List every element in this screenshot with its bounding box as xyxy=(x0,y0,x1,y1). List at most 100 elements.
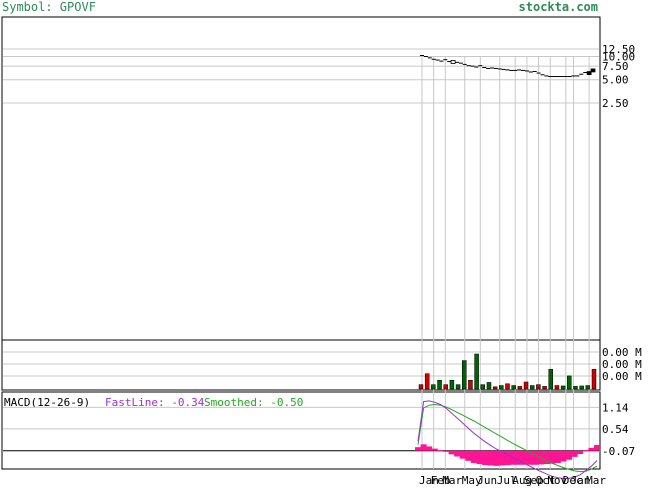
volume-bar xyxy=(542,386,547,390)
macd-histogram-bar xyxy=(448,450,455,455)
macd-panel xyxy=(1,391,601,470)
price-candle xyxy=(590,68,596,73)
macd-smoothed-label: Smoothed: -0.50 xyxy=(204,396,303,409)
volume-bar xyxy=(424,373,430,390)
price-candle xyxy=(586,71,592,75)
volume-bar xyxy=(554,385,560,390)
volume-bar xyxy=(468,380,473,390)
volume-bar xyxy=(455,384,461,390)
macd-histogram-bar xyxy=(493,450,500,466)
x-tick-label: Nov xyxy=(547,474,567,486)
macd-histogram-bar xyxy=(515,450,522,465)
price-tick-label: 12.50 xyxy=(602,43,635,56)
x-tick-label: Aug xyxy=(512,474,532,486)
x-tick-label: Jan xyxy=(571,474,591,486)
price-panel xyxy=(1,16,601,341)
price-candle xyxy=(450,60,456,64)
macd-histogram-bar xyxy=(577,450,584,454)
macd-histogram-bar xyxy=(532,450,539,465)
volume-bar xyxy=(573,386,578,390)
macd-histogram-bar xyxy=(437,450,444,452)
volume-bar xyxy=(449,380,455,390)
x-tick-label: Sep xyxy=(524,474,544,486)
x-tick-label: Mar xyxy=(442,474,462,486)
volume-bar xyxy=(486,382,492,390)
volume-bar xyxy=(591,369,597,390)
macd-histogram-bar xyxy=(571,450,578,457)
macd-histogram-bar xyxy=(498,450,505,466)
macd-histogram-bar xyxy=(476,450,483,465)
price-tick-label: 5.00 xyxy=(602,74,629,87)
macd-histogram-bar xyxy=(588,447,595,451)
volume-bar xyxy=(548,369,553,390)
volume-bar xyxy=(529,385,535,390)
volume-tick-label: 0.00 M xyxy=(602,358,642,371)
volume-layer xyxy=(418,353,597,390)
x-tick-label: Jan xyxy=(419,474,439,486)
macd-histogram-bar xyxy=(504,450,511,466)
x-tick-label: Feb xyxy=(431,474,451,486)
macd-histogram-bar xyxy=(454,450,461,457)
macd-histogram-bar xyxy=(465,450,472,461)
volume-bar xyxy=(585,385,591,390)
macd-histogram-bar xyxy=(594,445,600,451)
volume-bar xyxy=(505,383,510,390)
price-tick-label: 10.00 xyxy=(602,50,635,63)
grid-layer xyxy=(3,48,599,469)
macd-histogram-bar xyxy=(426,446,433,451)
macd-tick-label: 1.14 xyxy=(602,401,629,414)
volume-bar xyxy=(474,353,479,390)
macd-layer xyxy=(415,400,600,479)
macd-histogram-bar xyxy=(442,450,449,452)
volume-bar xyxy=(517,386,523,390)
volume-bar xyxy=(431,384,436,390)
macd-histogram-bar xyxy=(482,450,489,466)
volume-bar xyxy=(462,360,467,390)
macd-title: MACD(12-26-9) xyxy=(4,396,90,409)
macd-tick-label: -0.07 xyxy=(602,445,635,458)
volume-panel xyxy=(1,339,601,391)
macd-histogram-bar xyxy=(543,450,550,465)
macd-histogram-bar xyxy=(420,444,427,451)
macd-histogram-bar xyxy=(549,450,556,464)
volume-bar xyxy=(567,375,572,390)
macd-smoothed-line xyxy=(417,403,598,473)
volume-bar xyxy=(499,385,504,390)
macd-histogram-bar xyxy=(526,450,533,465)
volume-bar xyxy=(523,381,529,390)
volume-bar xyxy=(560,385,566,390)
macd-tick-label: 0.54 xyxy=(602,423,629,436)
macd-histogram-bar xyxy=(415,447,421,451)
macd-fast-line xyxy=(417,400,598,479)
volume-tick-label: 0.00 M xyxy=(602,346,642,359)
price-layer xyxy=(420,54,596,78)
symbol-label: Symbol: GPOVF xyxy=(2,0,96,14)
x-tick-label: Jun xyxy=(477,474,497,486)
x-tick-label: Dec xyxy=(563,474,583,486)
macd-histogram-bar xyxy=(554,450,561,463)
macd-histogram-bar xyxy=(566,450,573,460)
macd-histogram-bar xyxy=(431,448,438,451)
volume-bar xyxy=(437,380,442,390)
volume-bar xyxy=(418,384,424,390)
volume-bar xyxy=(579,385,584,390)
macd-histogram-bar xyxy=(521,450,528,465)
x-tick-label: Mar xyxy=(586,474,606,486)
x-tick-label: Oct xyxy=(536,474,556,486)
volume-bar xyxy=(536,384,541,390)
volume-bar xyxy=(492,386,498,390)
price-tick-label: 7.50 xyxy=(602,60,629,73)
macd-fast-label: FastLine: -0.34 xyxy=(105,396,205,409)
x-tick-label: May xyxy=(462,474,482,486)
x-tick-label: Jul xyxy=(497,474,517,486)
volume-bar xyxy=(443,384,448,390)
macd-histogram-bar xyxy=(487,450,494,466)
macd-histogram-bar xyxy=(459,450,466,459)
volume-tick-label: 0.00 M xyxy=(602,370,642,383)
macd-histogram-bar xyxy=(560,450,567,462)
site-label[interactable]: stockta.com xyxy=(519,0,598,14)
macd-histogram-bar xyxy=(582,450,589,452)
